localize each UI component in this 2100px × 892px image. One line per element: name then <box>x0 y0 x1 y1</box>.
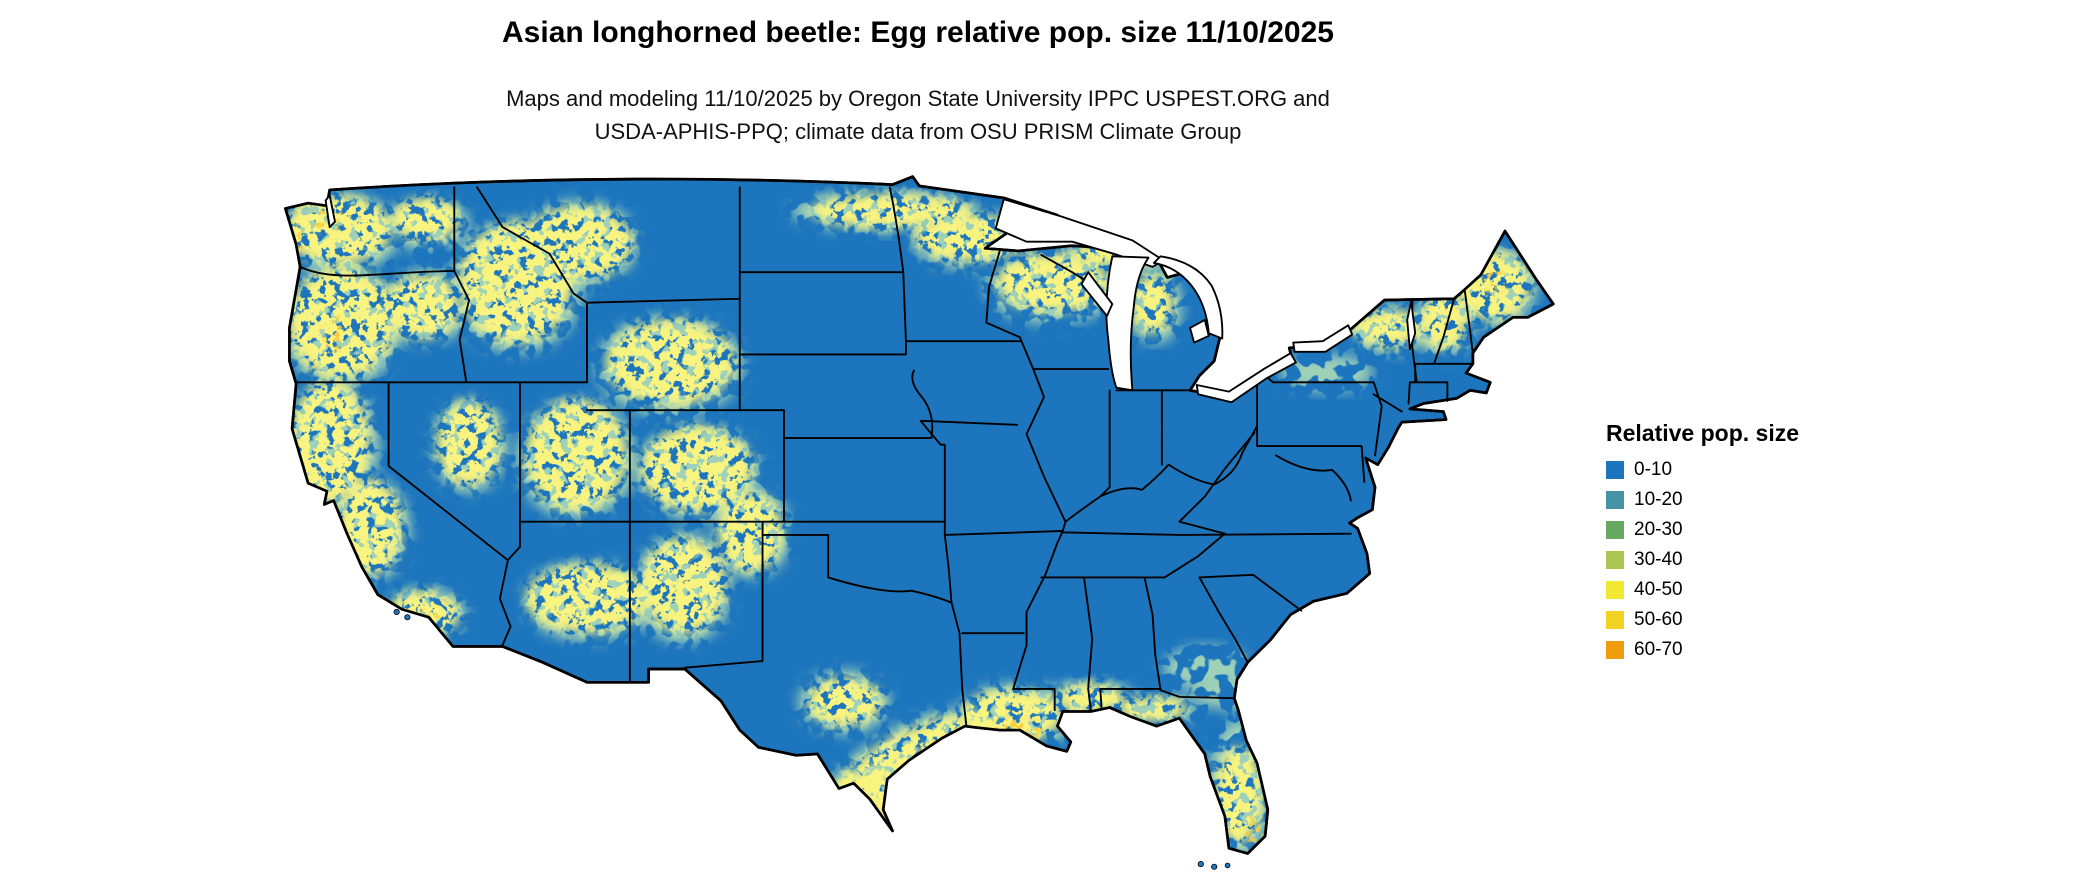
speckle-blob <box>285 195 392 265</box>
state-borders <box>295 186 1474 726</box>
speckle-blob <box>640 537 727 634</box>
speckle-blob <box>960 688 1063 742</box>
us-map-container <box>268 174 1568 884</box>
speckle-blob <box>1353 309 1424 347</box>
legend-item: 40-50 <box>1606 579 1799 601</box>
channel-island <box>404 614 411 621</box>
speckle-blob <box>391 197 461 241</box>
speckle-blob <box>525 564 649 634</box>
speckle-blob <box>1163 646 1250 689</box>
subtitle: Maps and modeling 11/10/2025 by Oregon S… <box>218 82 1618 148</box>
legend-swatch-0-10 <box>1606 461 1624 479</box>
legend-swatch-60-70 <box>1606 641 1624 659</box>
speckle-blob <box>718 492 783 573</box>
florida-keys-island <box>1211 863 1218 870</box>
speckle-blob <box>1242 817 1264 845</box>
speckle-blob <box>810 193 972 229</box>
speckle-blob <box>337 479 403 575</box>
puget-sound <box>324 194 336 229</box>
speckle-blob <box>995 253 1109 313</box>
legend-label: 40-50 <box>1634 579 1683 600</box>
subtitle-line-2: USDA-APHIS-PPQ; climate data from OSU PR… <box>594 119 1242 144</box>
florida-keys-island <box>1224 862 1231 869</box>
channel-island <box>393 608 400 615</box>
green-bay <box>1080 271 1114 317</box>
speckle-blob <box>384 274 460 339</box>
legend-swatch-40-50 <box>1606 581 1624 599</box>
legend-label: 60-70 <box>1634 639 1683 660</box>
us-map <box>284 175 1555 870</box>
legend-item: 60-70 <box>1606 639 1799 661</box>
legend-item: 10-20 <box>1606 489 1799 511</box>
legend-item: 20-30 <box>1606 519 1799 541</box>
speckle-blob <box>1117 696 1188 721</box>
speckle-blob <box>640 426 754 512</box>
legend-title: Relative pop. size <box>1606 420 1800 446</box>
legend-label: 10-20 <box>1634 489 1683 510</box>
page-title: Asian longhorned beetle: Egg relative po… <box>502 16 1334 49</box>
legend-label: 20-30 <box>1634 519 1683 540</box>
legend-item: 30-40 <box>1606 549 1799 571</box>
coastal-islands <box>393 608 1231 870</box>
legend-swatch-30-40 <box>1606 551 1624 569</box>
lake-ontario <box>1292 324 1354 353</box>
florida-keys-island <box>1197 861 1204 868</box>
speckle-blob <box>525 399 628 512</box>
speckle-blob <box>1131 274 1174 334</box>
speckle-blob <box>436 400 502 486</box>
legend-swatch-20-30 <box>1606 521 1624 539</box>
speckle-blob <box>289 381 370 504</box>
speckle-blob <box>1419 290 1468 350</box>
legend-item: 50-60 <box>1606 609 1799 631</box>
speckle-blob <box>310 205 344 233</box>
legend-item: 0-10 <box>1606 459 1799 481</box>
great-lakes <box>324 194 1417 404</box>
speckle-blob <box>605 319 735 405</box>
map-legend: Relative pop. size 0-10 10-20 20-30 30-4… <box>1606 420 1799 669</box>
speckle-blob <box>1479 269 1507 291</box>
legend-swatch-50-60 <box>1606 611 1624 629</box>
speckle-blob <box>324 314 346 352</box>
speckle-blob <box>525 205 633 281</box>
legend-label: 0-10 <box>1634 459 1673 480</box>
saginaw-bay <box>1189 319 1210 344</box>
lake-erie <box>1195 352 1297 404</box>
legend-label: 50-60 <box>1634 609 1683 630</box>
lake-champlain <box>1406 300 1417 351</box>
subtitle-line-1: Maps and modeling 11/10/2025 by Oregon S… <box>506 86 1330 111</box>
legend-swatch-10-20 <box>1606 491 1624 509</box>
speckle-blob <box>806 678 882 727</box>
legend-label: 30-40 <box>1634 549 1683 570</box>
